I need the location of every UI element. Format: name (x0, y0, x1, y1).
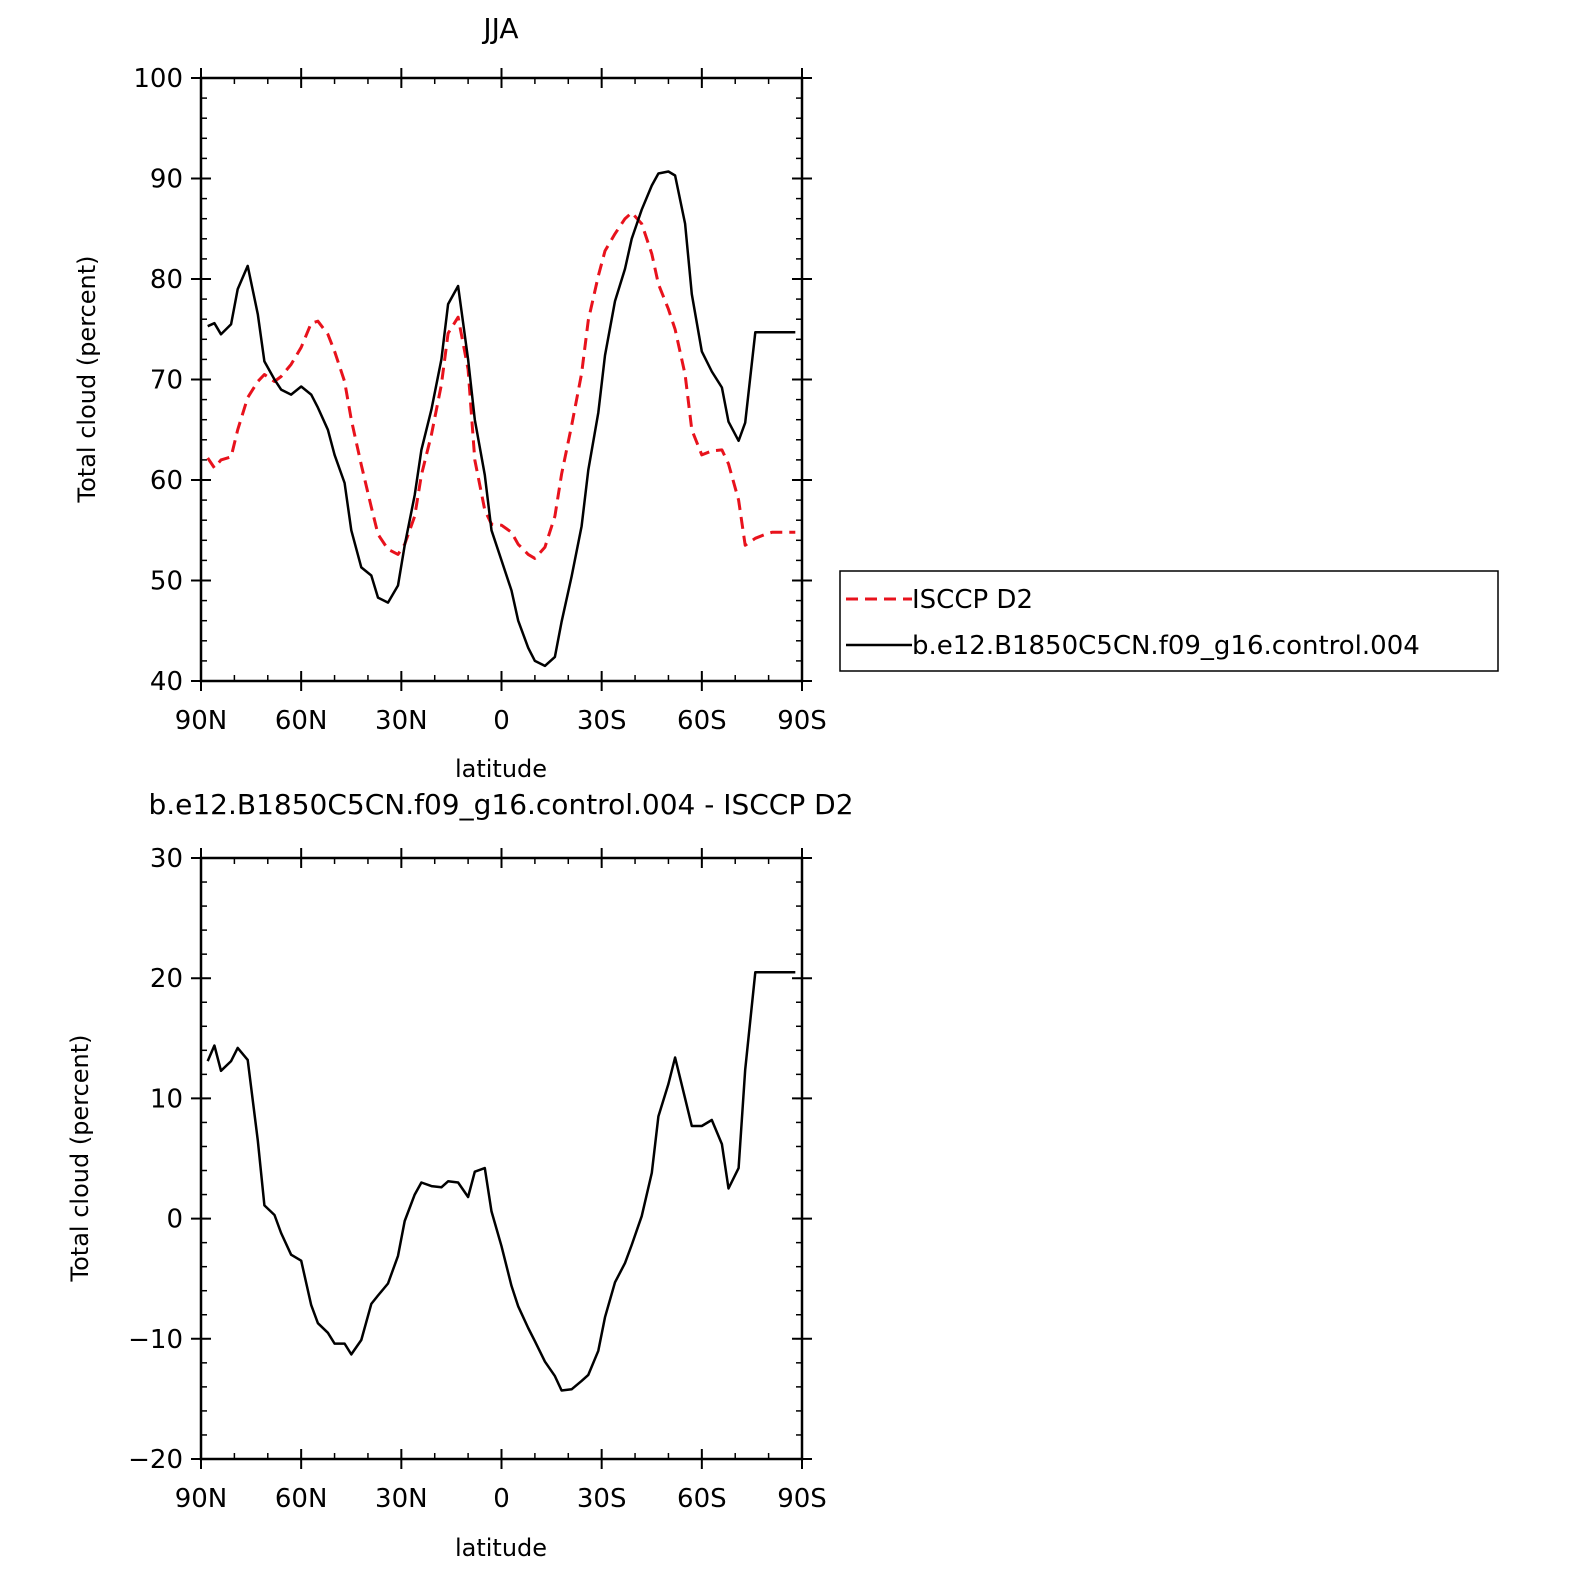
bottom-x-tick-labels: 90N 60N 30N 0 30S 60S 90S (175, 1484, 827, 1514)
y-tick-label: 20 (150, 964, 183, 994)
legend-box (839, 570, 1499, 672)
top-chart-title: JJA (481, 12, 518, 45)
x-tick-label: 60S (677, 706, 727, 736)
y-tick-label: −20 (128, 1445, 183, 1475)
y-tick-label: 10 (150, 1084, 183, 1114)
legend: ISCCP D2 b.e12.B1850C5CN.f09_g16.control… (839, 570, 1499, 672)
y-tick-label: −10 (128, 1325, 183, 1355)
bottom-plot-frame (199, 856, 804, 1461)
x-tick-label: 90S (777, 706, 827, 736)
y-tick-label: 50 (150, 567, 183, 597)
bottom-chart-title: b.e12.B1850C5CN.f09_g16.control.004 - IS… (148, 788, 853, 821)
y-tick-label: 70 (150, 366, 183, 396)
x-tick-label: 0 (493, 706, 510, 736)
x-tick-label: 0 (493, 1484, 510, 1514)
top-y-tick-labels: 40 50 60 70 80 90 100 (133, 64, 183, 697)
top-x-axis-label: latitude (455, 755, 547, 783)
y-tick-label: 80 (150, 265, 183, 295)
bottom-x-axis-label: latitude (455, 1534, 547, 1562)
bottom-y-tick-labels: −20 −10 0 10 20 30 (128, 844, 183, 1475)
y-tick-label: 90 (150, 165, 183, 195)
isccp-d2-line (206, 211, 796, 560)
x-tick-label: 30N (375, 1484, 428, 1514)
difference-line (206, 970, 796, 1392)
y-tick-label: 100 (133, 64, 183, 94)
x-tick-label: 90S (777, 1484, 827, 1514)
bottom-y-axis-label: Total cloud (percent) (66, 1035, 94, 1283)
y-tick-label: 40 (150, 667, 183, 697)
x-tick-label: 60N (275, 1484, 328, 1514)
x-tick-label: 30N (375, 706, 428, 736)
x-tick-label: 90N (175, 1484, 228, 1514)
top-series-lines (206, 170, 796, 668)
legend-label-isccp: ISCCP D2 (912, 585, 1033, 615)
y-tick-label: 60 (150, 466, 183, 496)
bottom-panel: b.e12.B1850C5CN.f09_g16.control.004 - IS… (66, 788, 854, 1562)
model-line (207, 170, 796, 668)
x-tick-label: 30S (577, 1484, 627, 1514)
bottom-series-lines (206, 970, 796, 1392)
bottom-axis-ticks (191, 848, 812, 1469)
top-plot-frame (199, 76, 804, 683)
y-tick-label: 0 (166, 1205, 183, 1235)
x-tick-label: 60S (677, 1484, 727, 1514)
x-tick-label: 30S (577, 706, 627, 736)
top-x-tick-labels: 90N 60N 30N 0 30S 60S 90S (175, 706, 827, 736)
top-axis-ticks (191, 68, 812, 691)
x-tick-label: 90N (175, 706, 228, 736)
y-tick-label: 30 (150, 844, 183, 874)
x-tick-label: 60N (275, 706, 328, 736)
top-y-axis-label: Total cloud (percent) (73, 256, 101, 504)
legend-label-model: b.e12.B1850C5CN.f09_g16.control.004 (912, 631, 1420, 661)
